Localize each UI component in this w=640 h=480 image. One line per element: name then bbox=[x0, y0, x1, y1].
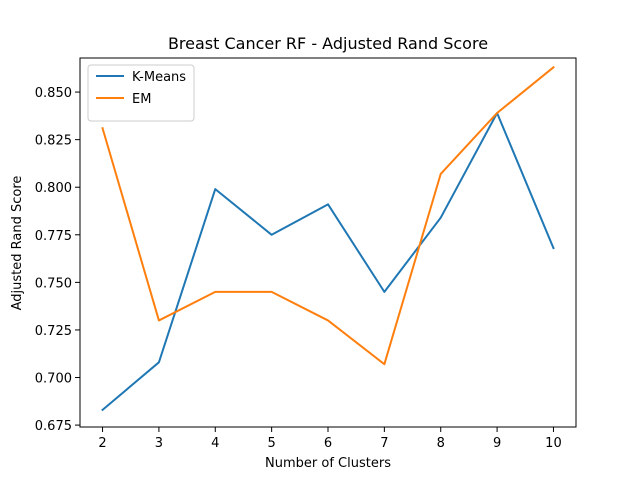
legend-label: EM bbox=[132, 92, 151, 107]
y-tick-label: 0.750 bbox=[35, 276, 72, 291]
legend: K-Means EM bbox=[87, 64, 195, 122]
x-tick-label: 7 bbox=[380, 436, 388, 451]
series-line-em bbox=[101, 65, 555, 366]
x-tick-label: 3 bbox=[155, 436, 163, 451]
y-tick-label: 0.700 bbox=[35, 372, 72, 387]
series-line-k-means bbox=[101, 112, 555, 412]
x-tick-label: 10 bbox=[545, 436, 562, 451]
y-tick-label: 0.825 bbox=[35, 134, 72, 149]
legend-box bbox=[87, 64, 195, 122]
y-axis-label: Adjusted Rand Score bbox=[10, 176, 25, 311]
legend-label: K-Means bbox=[132, 70, 186, 85]
x-tick-label: 2 bbox=[98, 436, 106, 451]
x-tick-label: 6 bbox=[324, 436, 332, 451]
x-tick-label: 5 bbox=[267, 436, 275, 451]
plot-area: 2 3 4 5 6 7 8 9 10 0.675 0.700 0.725 0.750 0.775 0.800… bbox=[35, 57, 577, 451]
y-tick-label: 0.675 bbox=[35, 419, 72, 434]
x-axis-label: Number of Clusters bbox=[265, 456, 391, 471]
y-tick-label: 0.800 bbox=[35, 181, 72, 196]
y-tick-label: 0.850 bbox=[35, 86, 72, 101]
y-tick-label: 0.725 bbox=[35, 324, 72, 339]
x-tick-label: 9 bbox=[493, 436, 501, 451]
chart-title: Breast Cancer RF - Adjusted Rand Score bbox=[168, 34, 488, 53]
y-tick-label: 0.775 bbox=[35, 229, 72, 244]
x-tick-label: 4 bbox=[211, 436, 219, 451]
x-tick-label: 8 bbox=[437, 436, 445, 451]
